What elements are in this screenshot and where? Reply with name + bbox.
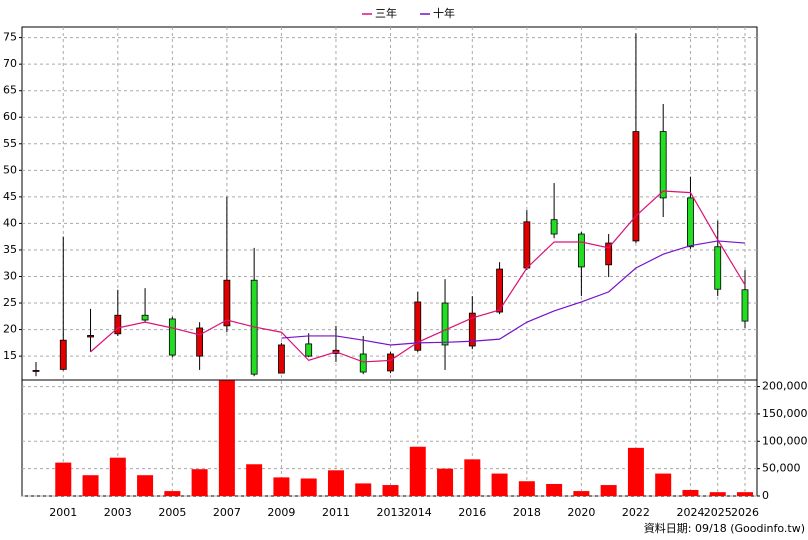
x-tick-label: 2009 [267, 506, 295, 519]
y-tick-label: 75 [3, 31, 17, 44]
y-tick-label: 20 [3, 323, 17, 336]
y-tick-label: 40 [3, 216, 17, 229]
volume-bar [627, 447, 644, 496]
y2-tick-label: 200,000 [762, 380, 808, 393]
y-tick-label: 65 [3, 84, 17, 97]
x-tick-label: 2016 [458, 506, 486, 519]
volume-bar [327, 470, 344, 496]
candle-body [659, 131, 667, 199]
x-tick-label: 2014 [404, 506, 432, 519]
ma-line [281, 240, 746, 346]
volume-bar [491, 473, 508, 496]
candle-body [687, 197, 694, 248]
volume-bar [273, 477, 290, 496]
volume-bar [355, 483, 372, 496]
x-tick-label: 2020 [567, 506, 595, 519]
candle-body [605, 242, 613, 266]
y-tick-label: 50 [3, 163, 17, 176]
x-tick-label: 2005 [158, 506, 186, 519]
candle-body [496, 268, 503, 313]
candle-body [414, 301, 422, 351]
volume-bar [191, 469, 208, 496]
x-tick-label: 2022 [622, 506, 650, 519]
candle-body [468, 312, 476, 347]
candle-body [632, 131, 640, 242]
x-tick-label: 2011 [322, 506, 350, 519]
volume-bar [655, 473, 672, 496]
x-tick-label: 2013 [377, 506, 405, 519]
y-tick-label: 70 [3, 57, 17, 70]
volume-bar [464, 459, 481, 496]
volume-bar [573, 491, 590, 496]
y2-tick-label: 50,000 [762, 462, 801, 475]
volume-bar [600, 485, 617, 496]
volume-bar [518, 481, 535, 496]
y-tick-label: 45 [3, 190, 17, 203]
candle-body [741, 289, 749, 322]
x-tick-label: 2007 [213, 506, 241, 519]
y-tick-label: 15 [3, 349, 17, 362]
volume-bar [109, 457, 126, 496]
candle-body [114, 314, 122, 335]
legend-label: 三年 [375, 6, 397, 20]
volume-bar [437, 468, 454, 496]
y2-tick-label: 100,000 [762, 434, 808, 447]
candle-body [359, 353, 367, 373]
volume-bar [709, 492, 726, 496]
volume-bar [737, 492, 753, 496]
x-tick-label: 2003 [104, 506, 132, 519]
candle-body [305, 343, 313, 357]
volume-bar [682, 489, 699, 496]
volume-bar [382, 485, 399, 496]
volume-bar [246, 464, 263, 496]
y-tick-label: 35 [3, 243, 17, 256]
candle-body [441, 302, 449, 346]
x-tick-label: 2025 [704, 506, 732, 519]
volume-bar [82, 475, 99, 496]
volume-bar [546, 483, 563, 496]
y2-tick-label: 150,000 [762, 407, 808, 420]
x-tick-label: 2026 [731, 506, 759, 519]
volume-bar [164, 491, 181, 496]
x-tick-label: 2024 [676, 506, 704, 519]
y-tick-label: 25 [3, 296, 17, 309]
candle-body [32, 370, 40, 372]
candle-body [523, 221, 531, 269]
candle-body [387, 353, 394, 372]
candle-body [550, 219, 558, 235]
plot-frame [21, 26, 758, 497]
candle-body [577, 233, 585, 268]
y2-tick-label: 0 [762, 489, 769, 502]
y-tick-label: 60 [3, 110, 17, 123]
volume-bar [55, 462, 72, 496]
candle-body [141, 314, 149, 321]
x-tick-label: 2001 [49, 506, 77, 519]
volume-bar [409, 446, 426, 496]
volume-bar [218, 380, 235, 496]
candle-body [278, 344, 285, 374]
volume-bar [300, 478, 317, 496]
legend-label: 十年 [433, 6, 455, 20]
footnote: 資料日期: 09/18 (Goodinfo.tw) [644, 521, 805, 535]
candle-body [223, 279, 231, 327]
candle-body [168, 318, 176, 356]
x-tick-label: 2018 [513, 506, 541, 519]
y-tick-label: 30 [3, 269, 17, 282]
candle-body [59, 339, 67, 370]
candle-body [87, 335, 94, 338]
volume-bar [137, 475, 154, 496]
candle-body [714, 246, 722, 290]
candle-body [196, 327, 204, 357]
y-tick-label: 55 [3, 137, 17, 150]
